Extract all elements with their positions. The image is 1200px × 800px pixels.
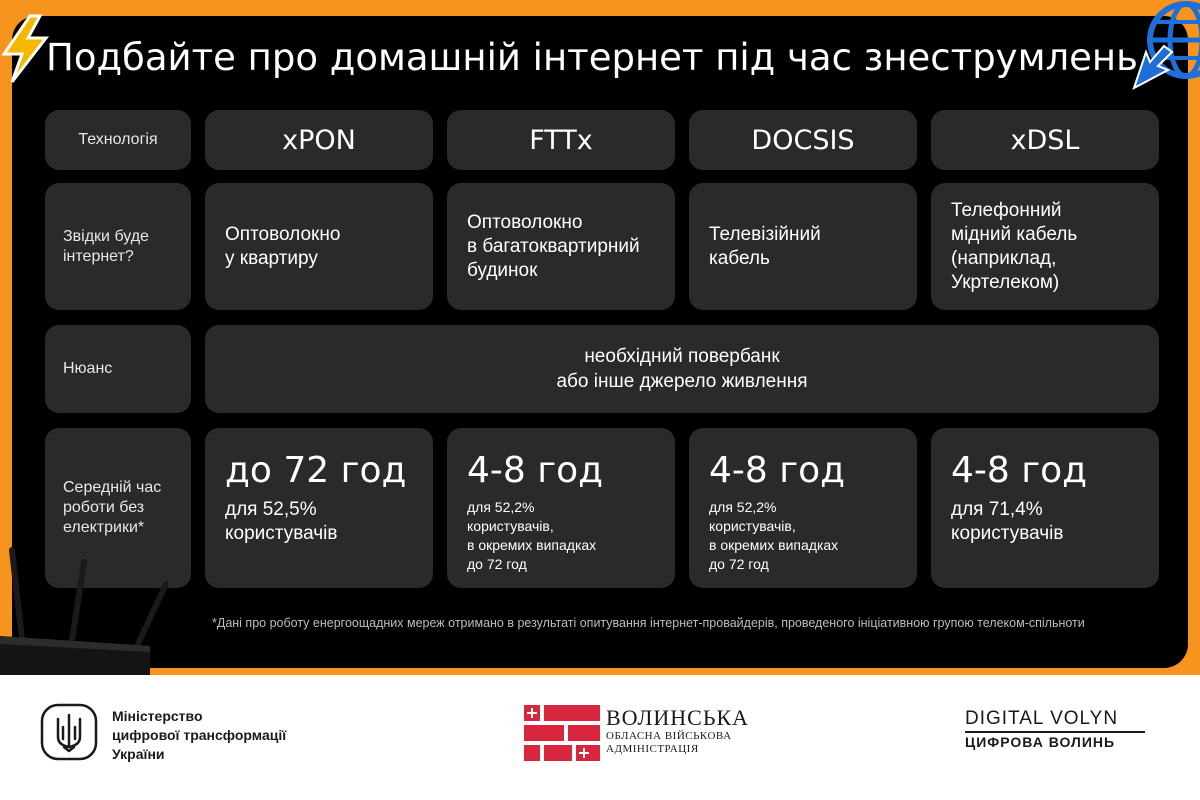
row-label-nuance: Нюанс	[45, 325, 191, 413]
time-cell-docsis: 4-8 год для 52,2% користувачів, в окреми…	[689, 428, 917, 588]
source-text: Телефонний мідний кабель (наприклад, Укр…	[951, 199, 1078, 293]
router-icon	[0, 547, 169, 675]
column-header-text: xDSL	[1010, 124, 1080, 156]
row-label-time-text: Середній час роботи без електрики*	[63, 479, 162, 536]
column-header-text: FTTx	[529, 124, 593, 156]
time-cell-fttx: 4-8 год для 52,2% користувачів, в окреми…	[447, 428, 675, 588]
source-cell-xdsl: Телефонний мідний кабель (наприклад, Укр…	[931, 183, 1159, 310]
column-header-xpon: xPON	[205, 110, 433, 170]
footer: Міністерство цифрової трансформації Укра…	[0, 675, 1200, 800]
row-label-source-text: Звідки буде інтернет?	[63, 227, 149, 265]
time-cell-xdsl: 4-8 год для 71,4% користувачів	[931, 428, 1159, 588]
volyn-coat-icon	[524, 705, 600, 761]
ministry-name: Міністерство цифрової трансформації Укра…	[112, 708, 287, 762]
trident-icon	[40, 703, 98, 761]
lightning-icon	[1, 14, 50, 83]
digital-volyn-en: DIGITAL VOLYN	[965, 708, 1119, 729]
digital-volyn-divider	[965, 731, 1145, 733]
source-text: Телевізійний кабель	[709, 223, 821, 269]
column-header-text: xPON	[282, 124, 356, 156]
page-title: Подбайте про домашній інтернет під час з…	[46, 36, 1138, 79]
footnote: *Дані про роботу енергоощадних мереж отр…	[212, 616, 1085, 630]
row-label-nuance-text: Нюанс	[63, 360, 113, 377]
row-label-source: Звідки буде інтернет?	[45, 183, 191, 310]
row-label-technology: Технологія	[45, 110, 191, 170]
source-cell-fttx: Оптоволокно в багатоквартирний будинок	[447, 183, 675, 310]
time-note: для 52,2% користувачів, в окремих випадк…	[709, 499, 839, 572]
time-value: до 72 год	[225, 450, 407, 491]
column-header-docsis: DOCSIS	[689, 110, 917, 170]
source-text: Оптоволокно у квартиру	[225, 223, 341, 269]
row-label-time: Середній час роботи без електрики*	[45, 428, 191, 588]
time-value: 4-8 год	[467, 450, 604, 491]
time-cell-xpon: до 72 год для 52,5% користувачів	[205, 428, 433, 588]
column-header-fttx: FTTx	[447, 110, 675, 170]
time-note: для 52,2% користувачів, в окремих випадк…	[467, 499, 597, 572]
time-value: 4-8 год	[709, 450, 846, 491]
time-note: для 71,4% користувачів	[951, 499, 1064, 544]
time-value: 4-8 год	[951, 450, 1088, 491]
time-note: для 52,5% користувачів	[225, 499, 338, 544]
source-cell-xpon: Оптоволокно у квартиру	[205, 183, 433, 310]
globe-cursor-icon	[1132, 1, 1200, 91]
source-text: Оптоволокно в багатоквартирний будинок	[467, 211, 640, 281]
column-header-text: DOCSIS	[751, 124, 855, 156]
volyn-title: ВОЛИНСЬКА	[606, 705, 750, 730]
row-label-technology-text: Технологія	[78, 131, 158, 148]
nuance-text: необхідний повербанк або інше джерело жи…	[556, 346, 808, 392]
volyn-subtitle: ОБЛАСНА ВІЙСЬКОВА АДМІНІСТРАЦІЯ	[606, 730, 732, 755]
source-cell-docsis: Телевізійний кабель	[689, 183, 917, 310]
nuance-cell: необхідний повербанк або інше джерело жи…	[205, 325, 1159, 413]
column-header-xdsl: xDSL	[931, 110, 1159, 170]
digital-volyn-ua: ЦИФРОВА ВОЛИНЬ	[965, 734, 1116, 750]
